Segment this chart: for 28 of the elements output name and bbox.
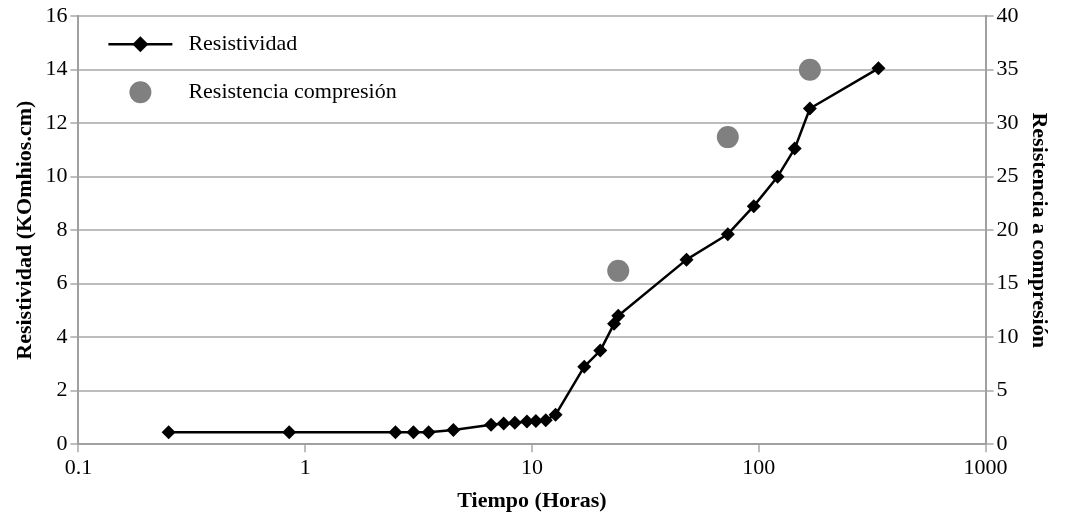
x-tick-label: 10 xyxy=(521,454,543,480)
x-tick-label: 100 xyxy=(742,454,776,480)
y2-tick-label: 0 xyxy=(996,429,1008,455)
y-tick-label: 16 xyxy=(45,1,68,27)
y2-tick-label: 40 xyxy=(996,1,1019,27)
y2-tick-label: 30 xyxy=(996,108,1019,134)
y2-tick-label: 15 xyxy=(996,269,1019,295)
y2-tick-label: 20 xyxy=(996,215,1019,241)
y-tick-label: 12 xyxy=(45,108,68,134)
y-tick-label: 0 xyxy=(56,429,68,455)
x-tick-label: 0.1 xyxy=(64,454,93,480)
y-tick-label: 10 xyxy=(45,162,68,188)
y-tick-label: 8 xyxy=(56,215,68,241)
y-tick-label: 2 xyxy=(56,376,68,402)
y2-tick-label: 25 xyxy=(996,162,1019,188)
x-tick-label: 1 xyxy=(299,454,311,480)
legend-label: Resistencia compresión xyxy=(188,77,397,103)
x-axis-title: Tiempo (Horas) xyxy=(457,487,607,513)
x-tick-label: 1000 xyxy=(963,454,1008,480)
y2-axis-title: Resistencia a compresión xyxy=(1028,112,1054,348)
y2-tick-label: 10 xyxy=(996,322,1019,348)
legend-label: Resistividad xyxy=(188,29,298,55)
y-tick-label: 6 xyxy=(56,269,68,295)
y2-tick-label: 35 xyxy=(996,55,1019,81)
y2-tick-label: 5 xyxy=(996,376,1008,402)
y-tick-label: 14 xyxy=(45,55,68,81)
y-axis-title: Resistividad (KOmhios.cm) xyxy=(10,100,36,360)
y-tick-label: 4 xyxy=(56,322,68,348)
